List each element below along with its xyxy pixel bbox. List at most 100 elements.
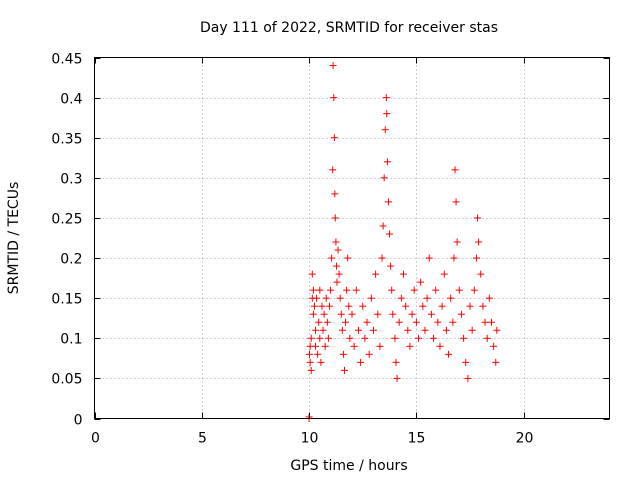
data-point [383, 158, 391, 166]
x-tick-label: 20 [516, 431, 534, 447]
data-point [342, 318, 350, 326]
data-point [324, 334, 332, 342]
data-point [333, 278, 341, 286]
x-axis-label: GPS time / hours [290, 458, 407, 474]
data-point [307, 366, 315, 374]
data-point [397, 294, 405, 302]
data-point [442, 326, 450, 334]
data-point [335, 270, 343, 278]
data-point [434, 318, 442, 326]
data-point [315, 318, 323, 326]
data-point [330, 94, 338, 102]
data-point [395, 318, 403, 326]
data-point [412, 318, 420, 326]
data-point [387, 262, 395, 270]
data-point [378, 254, 386, 262]
data-point [320, 310, 328, 318]
data-point [391, 334, 399, 342]
data-point [483, 334, 491, 342]
data-point [376, 342, 384, 350]
data-point [321, 342, 329, 350]
data-point [367, 294, 375, 302]
data-point [462, 358, 470, 366]
data-point [327, 286, 335, 294]
data-point [317, 358, 325, 366]
data-point [316, 286, 324, 294]
data-point [438, 302, 446, 310]
data-point [479, 302, 487, 310]
data-point [340, 366, 348, 374]
data-point [432, 286, 440, 294]
plot-frame [94, 57, 610, 419]
data-point [365, 350, 373, 358]
data-point [332, 238, 340, 246]
data-point [331, 190, 339, 198]
data-point [451, 166, 459, 174]
data-point [468, 326, 476, 334]
data-point [445, 350, 453, 358]
data-point [316, 334, 324, 342]
data-point [386, 230, 394, 238]
data-point [450, 254, 458, 262]
data-point [449, 318, 457, 326]
data-point [477, 270, 485, 278]
data-point [440, 270, 448, 278]
data-point [363, 318, 371, 326]
data-point [406, 342, 414, 350]
data-point [487, 318, 495, 326]
data-point [392, 358, 400, 366]
data-point [402, 302, 410, 310]
data-points [305, 62, 501, 422]
data-point [339, 350, 347, 358]
data-point [329, 166, 337, 174]
data-point [470, 286, 478, 294]
data-point [474, 214, 482, 222]
data-point [374, 310, 382, 318]
data-point [357, 358, 365, 366]
data-point [306, 358, 314, 366]
data-point [345, 302, 353, 310]
data-point [313, 294, 321, 302]
data-point [388, 286, 396, 294]
data-point [384, 198, 392, 206]
data-point [318, 302, 326, 310]
data-point [309, 286, 317, 294]
y-tick-label: 0.25 [51, 212, 82, 228]
data-point [343, 286, 351, 294]
data-point [350, 342, 358, 350]
y-tick-label: 0.05 [51, 372, 82, 388]
data-point [436, 342, 444, 350]
data-point [331, 214, 339, 222]
x-tick-label: 15 [408, 431, 426, 447]
data-point [423, 294, 431, 302]
data-point [492, 358, 500, 366]
data-point [306, 350, 314, 358]
data-point [464, 374, 472, 382]
data-point [430, 334, 438, 342]
data-point [310, 302, 318, 310]
data-point [408, 310, 416, 318]
chart-title: Day 111 of 2022, SRMTID for receiver sta… [200, 20, 498, 36]
data-point [389, 310, 397, 318]
data-point [329, 62, 337, 70]
x-tick-label: 5 [198, 431, 207, 447]
data-point [322, 294, 330, 302]
data-point [319, 326, 327, 334]
data-point [475, 238, 483, 246]
data-point [352, 286, 360, 294]
data-point [490, 342, 498, 350]
data-point [383, 110, 391, 118]
data-point [466, 302, 474, 310]
data-point [354, 326, 362, 334]
data-point [346, 334, 354, 342]
data-point [419, 302, 427, 310]
data-point [323, 318, 331, 326]
data-point [481, 318, 489, 326]
data-point [359, 302, 367, 310]
data-point [379, 222, 387, 230]
y-tick-label: 0.1 [60, 332, 82, 348]
axis-ticks: 0 5 10 15 20 0 0.05 0.1 0.15 0.2 0.25 0.3 0.35 0.4 0.4… [51, 52, 610, 447]
data-point [382, 94, 390, 102]
